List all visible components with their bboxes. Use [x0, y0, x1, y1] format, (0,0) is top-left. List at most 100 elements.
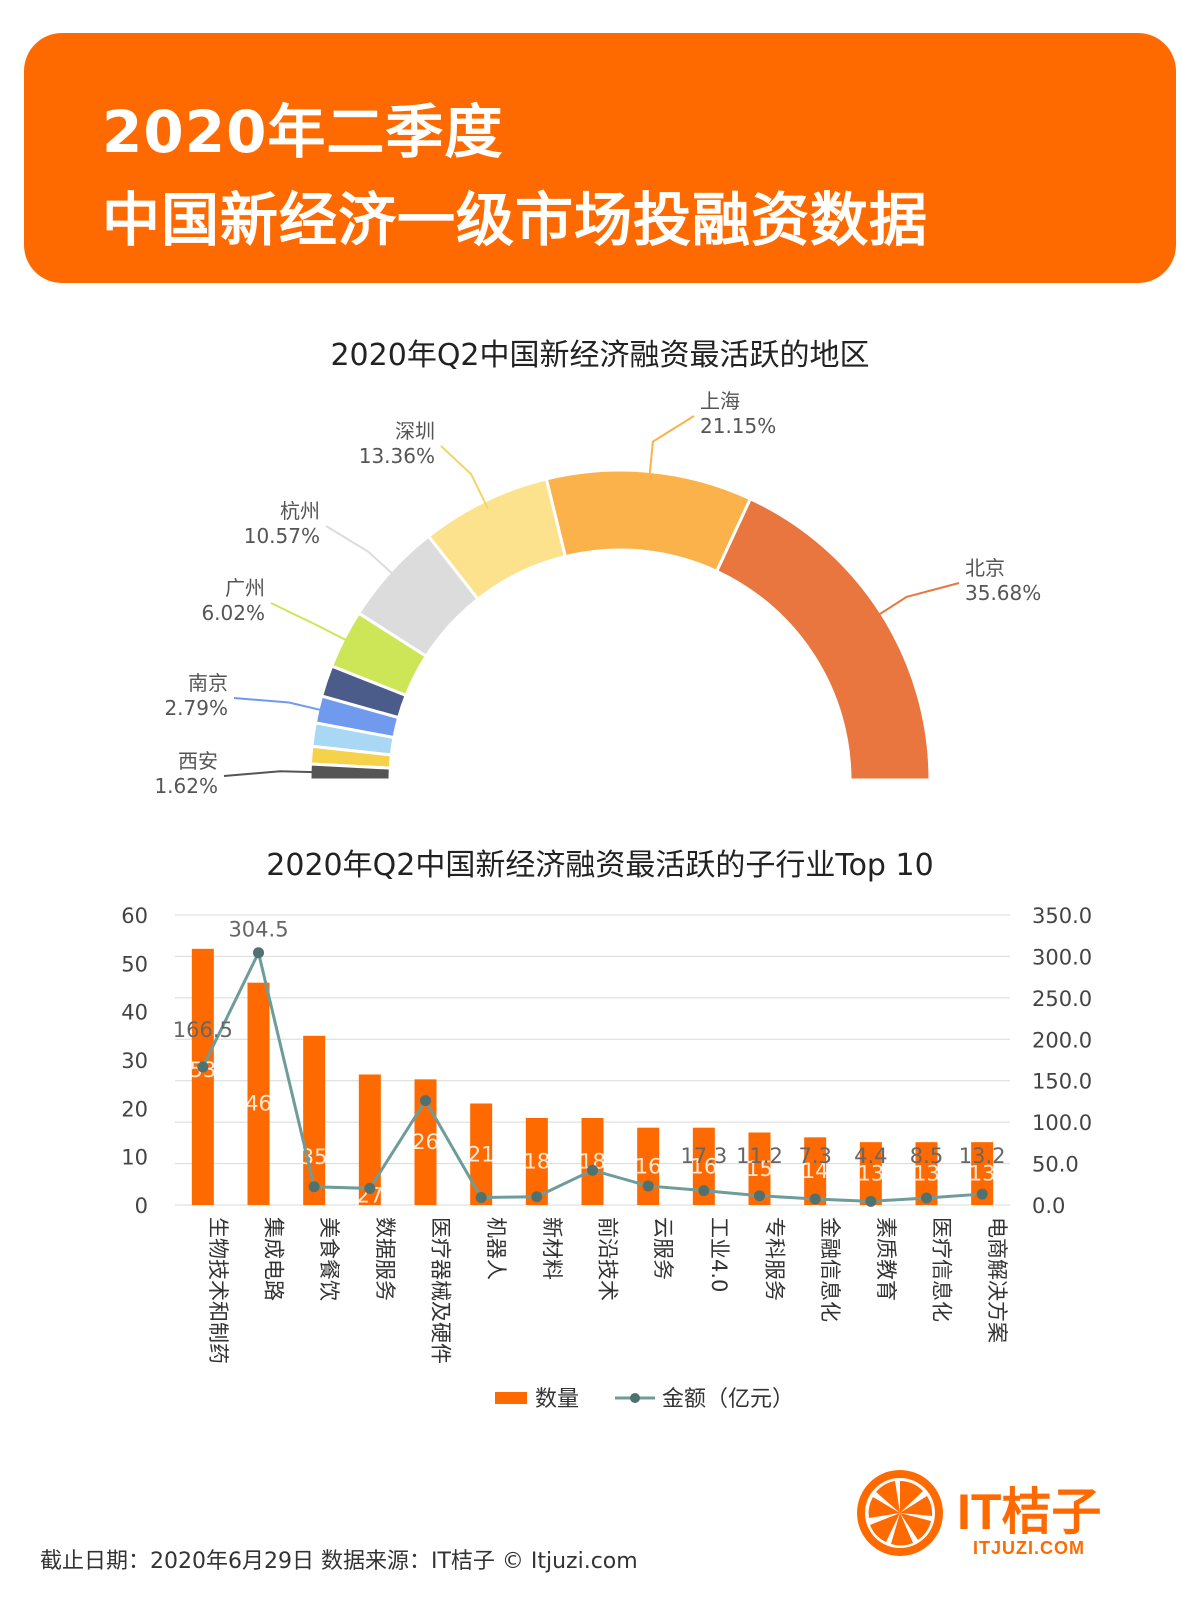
- bar-value-label: 16: [635, 1154, 662, 1178]
- category-label: 前沿技术: [596, 1217, 620, 1301]
- bar-chart-title: 2020年Q2中国新经济融资最活跃的子行业Top 10: [266, 848, 934, 883]
- legend-bar-label: 数量: [535, 1387, 579, 1412]
- donut-label-value: 2.79%: [164, 696, 228, 720]
- amount-point: [364, 1182, 376, 1194]
- amount-point: [308, 1181, 320, 1193]
- amount-point: [475, 1192, 487, 1204]
- bar-value-label: 21: [468, 1142, 495, 1166]
- donut-label-value: 6.02%: [201, 601, 265, 625]
- right-axis-tick: 200.0: [1032, 1028, 1092, 1052]
- donut-leader-line: [325, 525, 397, 578]
- category-label: 医疗器械及硬件: [429, 1217, 453, 1364]
- bar-新材料: [525, 1118, 548, 1205]
- bar-金融信息化: [804, 1137, 827, 1205]
- category-label: 集成电路: [262, 1217, 286, 1301]
- category-label: 素质教育: [874, 1217, 898, 1301]
- left-axis-tick: 20: [121, 1097, 148, 1121]
- bar-前沿技术: [581, 1118, 604, 1205]
- bar-机器人: [470, 1103, 493, 1205]
- bar-生物技术和制药: [191, 948, 214, 1205]
- left-axis-tick: 40: [121, 1001, 148, 1025]
- amount-point: [921, 1192, 932, 1204]
- title-banner: 2020年二季度 中国新经济一级市场投融资数据: [24, 33, 1176, 283]
- legend-line-marker: [630, 1393, 640, 1403]
- donut-label-name: 广州: [225, 576, 265, 600]
- donut-leader-line: [648, 415, 695, 480]
- bar-电商解决方案: [971, 1142, 994, 1205]
- donut-label-name: 杭州: [280, 499, 320, 523]
- amount-point: [420, 1095, 431, 1107]
- category-label: 电商解决方案: [985, 1217, 1009, 1343]
- bar-医疗信息化: [915, 1142, 938, 1205]
- donut-slice-上海: [544, 468, 753, 574]
- left-axis-tick: 50: [121, 952, 148, 976]
- donut-label-value: 10.57%: [244, 524, 320, 548]
- right-axis-tick: 150.0: [1032, 1070, 1092, 1094]
- right-axis-tick: 50.0: [1032, 1153, 1079, 1177]
- bar-value-label: 18: [523, 1150, 550, 1174]
- category-label: 新材料: [540, 1217, 564, 1280]
- bar-value-label: 46: [245, 1092, 272, 1116]
- category-label: 云服务: [651, 1217, 675, 1280]
- legend-line-label: 金额（亿元）: [662, 1387, 794, 1412]
- amount-value-label: 17.3: [680, 1144, 727, 1168]
- amount-value-label: 7.3: [798, 1144, 831, 1168]
- itjuzi-logo: IT桔子 ITJUZI.COM: [855, 1468, 1155, 1568]
- bar-美食餐饮: [303, 1035, 326, 1205]
- amount-point: [531, 1191, 543, 1203]
- bar-value-label: 13: [969, 1162, 996, 1186]
- donut-label-name: 西安: [178, 749, 218, 773]
- donut-leader-line: [270, 602, 352, 644]
- category-label: 医疗信息化: [930, 1217, 954, 1322]
- banner-title-line2: 中国新经济一级市场投融资数据: [102, 186, 929, 254]
- bar-工业4.0: [692, 1127, 715, 1205]
- legend-bar-swatch: [495, 1392, 527, 1404]
- right-axis-tick: 300.0: [1032, 945, 1092, 969]
- industry-combo-chart: 0.0 50.0 100.0 150.0 200.0 250.0 300.0 350.0 0 10…: [121, 904, 1092, 1412]
- bar-专科服务: [748, 1132, 771, 1205]
- donut-label-name: 深圳: [395, 419, 435, 443]
- bar-value-label: 13: [913, 1162, 940, 1186]
- donut-label-name: 南京: [188, 671, 228, 695]
- donut-leader-line: [233, 697, 327, 713]
- category-label: 机器人: [484, 1217, 508, 1280]
- donut-slice-北京: [714, 496, 932, 782]
- bar-数据服务: [358, 1074, 381, 1205]
- left-axis-tick: 10: [121, 1146, 148, 1170]
- donut-leader-line: [440, 445, 489, 509]
- donut-label-value: 21.15%: [700, 414, 776, 438]
- category-label: 生物技术和制药: [206, 1217, 230, 1364]
- donut-label-value: 1.62%: [154, 774, 218, 798]
- donut-label-value: 13.36%: [359, 444, 435, 468]
- bar-value-label: 14: [802, 1159, 829, 1183]
- bar-集成电路: [247, 982, 270, 1205]
- logo-name: IT桔子: [957, 1484, 1102, 1540]
- right-axis-tick: 250.0: [1032, 987, 1092, 1011]
- amount-value-label: 4.4: [854, 1144, 887, 1168]
- category-label: 美食餐饮: [317, 1217, 341, 1301]
- donut-leader-line: [223, 770, 319, 777]
- amount-value-label: 11.2: [736, 1144, 783, 1168]
- footer-source: 截止日期：2020年6月29日 数据来源：IT桔子 © Itjuzi.com: [40, 1549, 638, 1574]
- category-label: 数据服务: [373, 1217, 397, 1301]
- amount-value-label: 8.5: [910, 1144, 943, 1168]
- category-label: 工业4.0: [707, 1217, 731, 1292]
- amount-point: [809, 1193, 821, 1205]
- left-axis-tick: 60: [121, 904, 148, 928]
- amount-value-label: 166.5: [173, 1018, 233, 1042]
- amount-value-label: 13.2: [959, 1144, 1006, 1168]
- right-axis-tick: 350.0: [1032, 904, 1092, 928]
- left-axis-tick: 30: [121, 1049, 148, 1073]
- donut-leader-line: [873, 582, 960, 619]
- donut-label-value: 35.68%: [965, 581, 1041, 605]
- banner-title-line1: 2020年二季度: [102, 98, 504, 166]
- bar-value-label: 15: [746, 1157, 773, 1181]
- logo-domain: ITJUZI.COM: [973, 1538, 1085, 1558]
- bar-value-label: 26: [412, 1130, 439, 1154]
- right-axis-tick: 0.0: [1032, 1194, 1065, 1218]
- bar-value-label: 13: [857, 1162, 884, 1186]
- amount-point: [197, 1061, 209, 1073]
- amount-point: [698, 1185, 710, 1197]
- category-label: 金融信息化: [818, 1217, 842, 1322]
- right-axis-tick: 100.0: [1032, 1111, 1092, 1135]
